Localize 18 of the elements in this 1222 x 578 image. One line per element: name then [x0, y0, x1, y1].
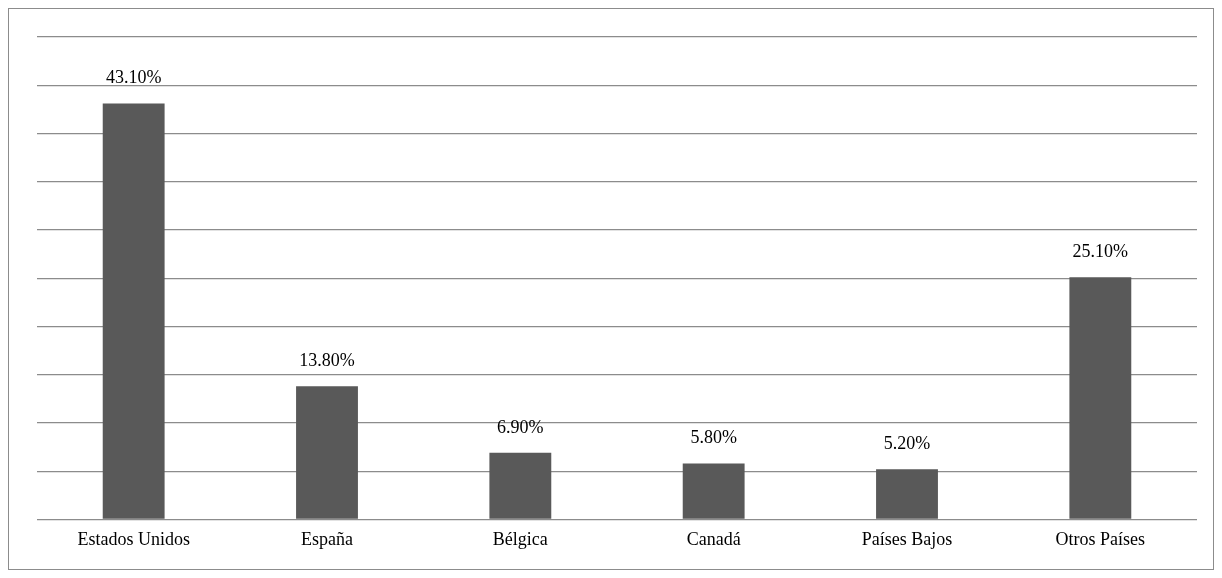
data-label: 43.10% — [105, 67, 162, 88]
data-label: 5.80% — [690, 427, 737, 448]
bar — [876, 469, 938, 519]
bar — [296, 386, 358, 519]
x-tick-label: Bélgica — [492, 528, 548, 549]
data-label: 13.80% — [299, 349, 355, 370]
data-label: 6.90% — [497, 416, 544, 437]
bar — [102, 103, 165, 519]
x-tick-label: España — [301, 528, 353, 549]
x-tick-label: Otros Países — [1055, 528, 1146, 549]
data-label: 25.10% — [1072, 240, 1129, 261]
x-tick-label: Estados Unidos — [77, 528, 190, 549]
bar — [489, 452, 552, 519]
x-tick-label: Canadá — [686, 528, 741, 549]
bar — [1069, 277, 1132, 519]
data-label: 5.20% — [883, 432, 931, 453]
bar — [682, 463, 745, 519]
x-tick-label: Países Bajos — [861, 528, 953, 549]
